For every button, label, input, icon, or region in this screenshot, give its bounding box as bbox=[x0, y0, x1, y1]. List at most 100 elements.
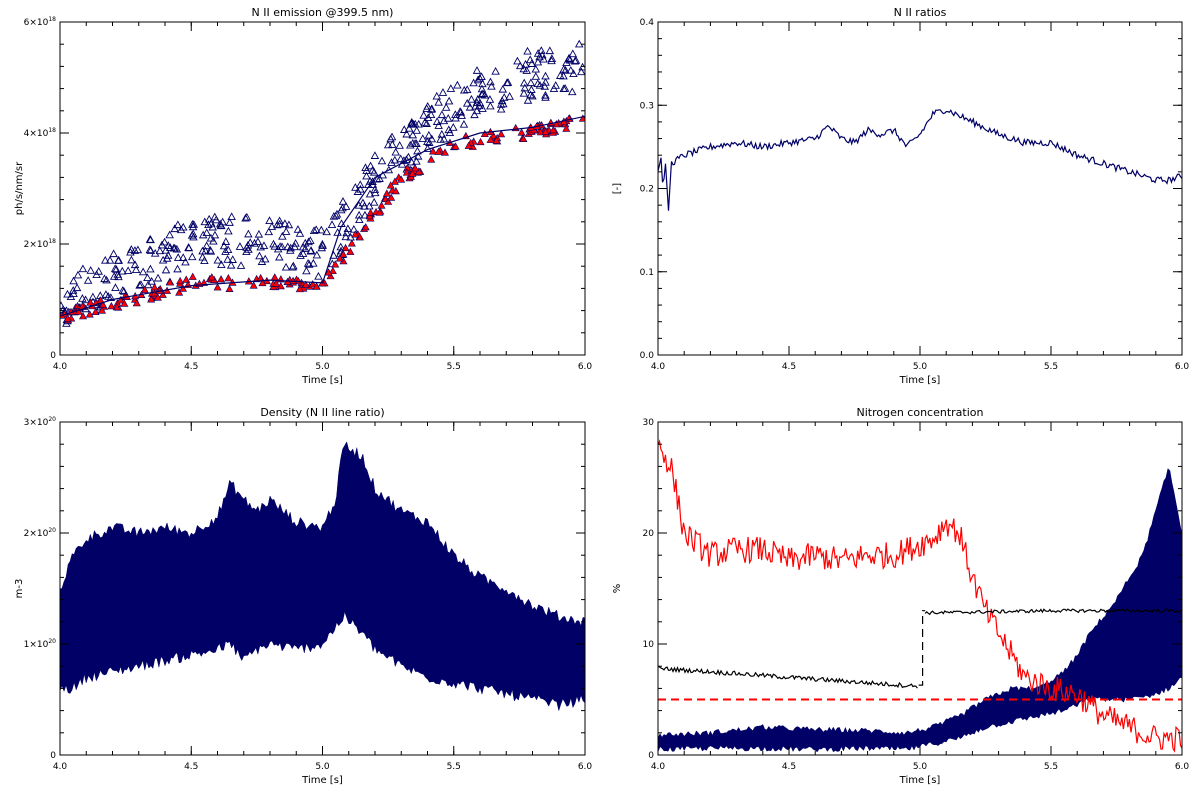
data-point bbox=[242, 247, 251, 256]
data-point bbox=[216, 220, 226, 229]
data-point bbox=[202, 241, 211, 250]
y-tick-label: 2×1018 bbox=[24, 238, 57, 250]
y-axis-label: % bbox=[612, 584, 623, 594]
data-point bbox=[540, 82, 549, 90]
y-tick-label-base: 3×10 bbox=[24, 418, 49, 428]
data-point bbox=[387, 193, 396, 201]
data-point bbox=[535, 80, 545, 89]
data-point bbox=[289, 276, 298, 284]
data-point bbox=[133, 245, 143, 254]
data-point bbox=[294, 276, 303, 285]
data-point bbox=[244, 229, 253, 238]
data-point bbox=[107, 301, 116, 310]
data-point bbox=[81, 295, 90, 304]
data-point bbox=[362, 171, 371, 180]
data-point bbox=[453, 80, 462, 89]
data-point bbox=[318, 241, 327, 250]
series-p4-0-band bbox=[658, 468, 1182, 753]
data-point bbox=[147, 276, 156, 285]
data-point bbox=[355, 180, 365, 189]
x-tick-label: 5.0 bbox=[913, 362, 928, 372]
data-point bbox=[217, 260, 226, 268]
data-point bbox=[173, 253, 183, 261]
data-point bbox=[360, 210, 370, 219]
data-point bbox=[486, 101, 495, 110]
data-point bbox=[259, 241, 269, 250]
data-point bbox=[236, 261, 246, 269]
data-point bbox=[496, 100, 506, 108]
data-point bbox=[475, 73, 485, 82]
data-point bbox=[179, 284, 188, 292]
data-point bbox=[425, 138, 434, 146]
data-point bbox=[366, 208, 375, 216]
data-point bbox=[555, 71, 565, 79]
data-point bbox=[109, 272, 119, 280]
y-tick-label: 10 bbox=[643, 640, 655, 650]
y-tick-label: 3×1020 bbox=[24, 416, 57, 428]
series-p4-2-line bbox=[658, 665, 918, 689]
data-point bbox=[256, 273, 265, 282]
data-point bbox=[204, 214, 214, 223]
data-point bbox=[135, 280, 144, 289]
data-point bbox=[547, 54, 557, 62]
data-point bbox=[113, 256, 123, 264]
data-point bbox=[225, 218, 234, 226]
data-point bbox=[136, 280, 146, 288]
data-point bbox=[267, 222, 277, 230]
data-point bbox=[225, 284, 234, 293]
data-point bbox=[221, 247, 230, 255]
y-tick-label-exponent: 18 bbox=[48, 238, 56, 245]
data-point bbox=[99, 300, 108, 308]
data-point bbox=[86, 266, 95, 274]
data-point bbox=[411, 164, 420, 172]
data-point bbox=[551, 81, 560, 89]
data-point bbox=[270, 273, 279, 281]
chart-title: Density (N II line ratio) bbox=[260, 406, 384, 419]
data-point bbox=[224, 274, 233, 282]
y-tick-label-base: 0.1 bbox=[640, 268, 654, 278]
data-point bbox=[304, 237, 313, 246]
data-point bbox=[273, 244, 283, 253]
data-point bbox=[111, 283, 120, 291]
data-point bbox=[434, 121, 443, 129]
data-point bbox=[371, 188, 380, 197]
data-point bbox=[170, 224, 179, 233]
y-tick-label-base: 6×10 bbox=[24, 18, 49, 28]
data-point bbox=[101, 255, 110, 264]
plot-frame-p4 bbox=[657, 421, 1183, 756]
data-point bbox=[492, 136, 501, 144]
data-point bbox=[478, 104, 487, 112]
data-point bbox=[63, 289, 72, 298]
data-point bbox=[406, 140, 415, 149]
data-point bbox=[309, 226, 319, 235]
data-point bbox=[175, 288, 184, 296]
data-point bbox=[489, 131, 498, 139]
data-point bbox=[265, 216, 274, 224]
data-point bbox=[295, 229, 305, 237]
data-point bbox=[202, 228, 211, 237]
data-point bbox=[249, 281, 258, 289]
data-point bbox=[397, 175, 406, 183]
panel-p2: 4.0 4.5 5.0 5.5 6.0 0.0 0.1 0.2 0.3 0.4 N II ratio… bbox=[612, 6, 1189, 386]
series-p4-1-line bbox=[658, 439, 1182, 753]
data-point bbox=[427, 134, 437, 143]
y-tick-label: 0.3 bbox=[640, 101, 654, 111]
data-point bbox=[526, 90, 535, 99]
y-axis-label: ph/s/nm/sr bbox=[14, 161, 25, 215]
data-point bbox=[328, 266, 337, 275]
data-point bbox=[459, 85, 469, 94]
data-point bbox=[407, 117, 416, 126]
data-point bbox=[476, 137, 485, 146]
y-tick-label: 0.2 bbox=[640, 185, 654, 195]
series-p1-2-line bbox=[60, 115, 585, 317]
x-tick-label: 4.0 bbox=[53, 762, 68, 772]
data-point bbox=[456, 108, 466, 116]
data-point bbox=[568, 49, 578, 58]
data-point bbox=[184, 243, 193, 251]
data-point bbox=[181, 257, 190, 266]
data-point bbox=[522, 66, 531, 74]
data-point bbox=[102, 275, 111, 284]
data-point bbox=[324, 268, 333, 276]
series-p4-3-line bbox=[918, 610, 926, 686]
data-point bbox=[298, 249, 308, 257]
